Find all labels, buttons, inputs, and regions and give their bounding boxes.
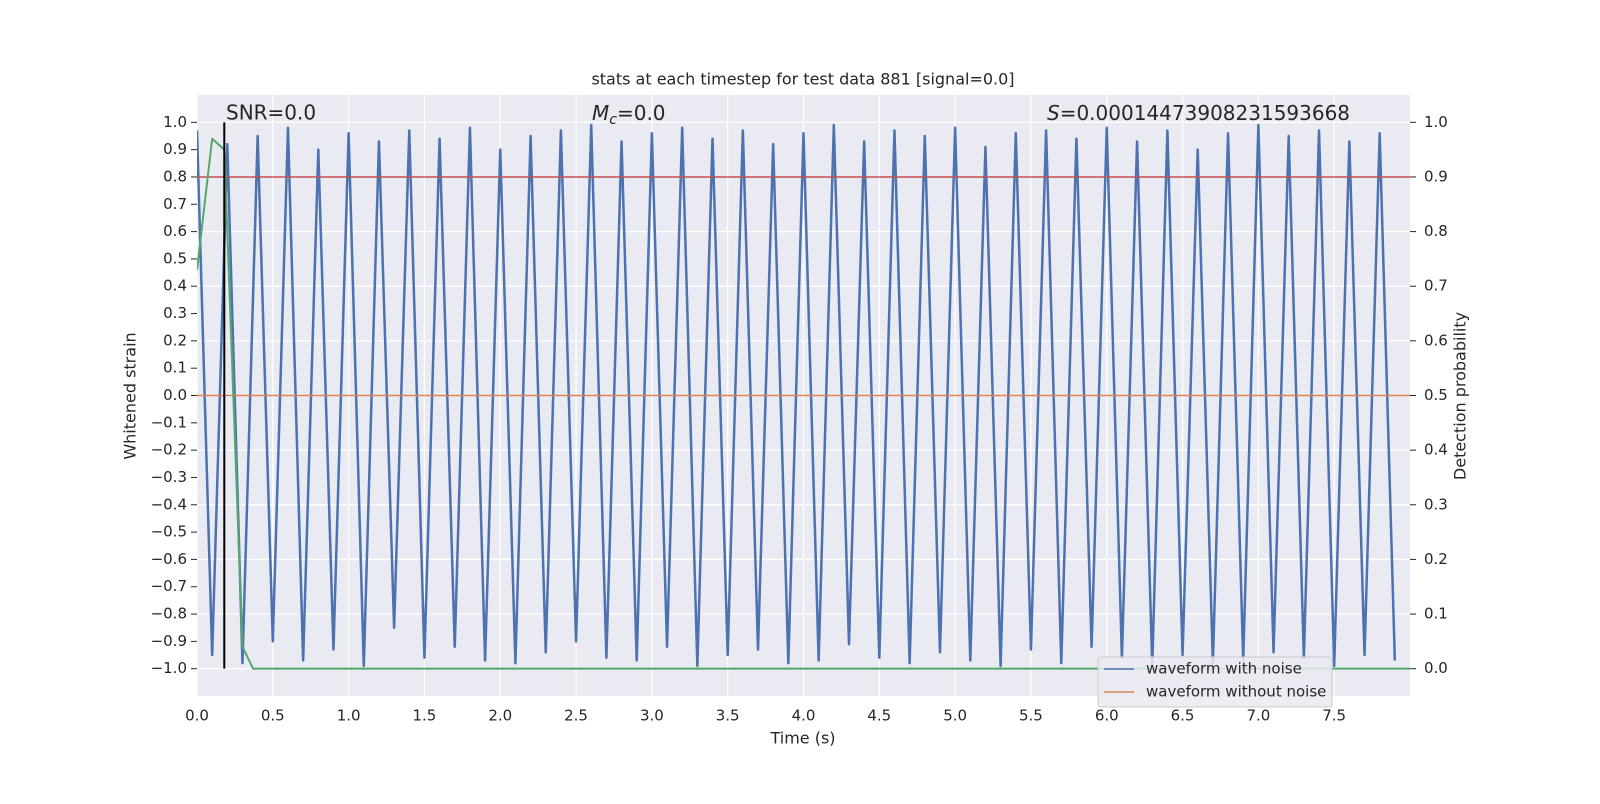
y-tick-label: −0.6 bbox=[151, 550, 187, 568]
x-tick-label: 4.0 bbox=[792, 707, 816, 725]
y-tick-label: 0.4 bbox=[163, 277, 187, 295]
y2-tick-label: 0.7 bbox=[1424, 277, 1448, 295]
y2-tick-label: 0.4 bbox=[1424, 441, 1448, 459]
x-tick-label: 3.5 bbox=[716, 707, 740, 725]
x-axis-label: Time (s) bbox=[769, 729, 835, 748]
y2-tick-label: 0.1 bbox=[1424, 605, 1448, 623]
annotation-symbol: S bbox=[1047, 101, 1060, 125]
y2-tick-label: 1.0 bbox=[1424, 113, 1448, 131]
y-tick-label: −0.1 bbox=[151, 413, 187, 431]
y2-tick-label: 0.3 bbox=[1424, 495, 1448, 513]
y-tick-label: 0.7 bbox=[163, 195, 187, 213]
y2-tick-label: 0.8 bbox=[1424, 222, 1448, 240]
y-tick-label: 0.6 bbox=[163, 222, 187, 240]
annotation-subscript: c bbox=[609, 112, 617, 128]
y2-tick-label: 0.6 bbox=[1424, 331, 1448, 349]
x-tick-label: 1.0 bbox=[337, 707, 361, 725]
y-tick-label: 0.1 bbox=[163, 359, 187, 377]
x-tick-label: 6.0 bbox=[1095, 707, 1119, 725]
y-tick-label: 0.8 bbox=[163, 167, 187, 185]
annotation-symbol: M bbox=[592, 101, 609, 125]
y-tick-label: 0.9 bbox=[163, 140, 187, 158]
annotation-text: =0.0 bbox=[617, 101, 666, 125]
y-tick-label: 0.5 bbox=[163, 249, 187, 267]
x-tick-label: 1.5 bbox=[413, 707, 437, 725]
annotation: S=0.00014473908231593668 bbox=[1047, 101, 1350, 125]
x-tick-label: 3.0 bbox=[640, 707, 664, 725]
y-tick-label: 0.3 bbox=[163, 304, 187, 322]
x-tick-label: 6.5 bbox=[1171, 707, 1195, 725]
legend-box bbox=[1097, 656, 1333, 708]
y-axis-label: Whitened strain bbox=[121, 332, 140, 459]
annotation-text: =0.00014473908231593668 bbox=[1060, 101, 1350, 125]
y-tick-label: −0.3 bbox=[151, 468, 187, 486]
series-line bbox=[197, 123, 1397, 668]
annotation: SNR=0.0 bbox=[226, 101, 316, 125]
x-tick-label: 7.0 bbox=[1246, 707, 1270, 725]
y2-tick-label: 0.0 bbox=[1424, 659, 1448, 677]
annotation: Mc=0.0 bbox=[592, 101, 666, 129]
y-tick-label: −0.2 bbox=[151, 441, 187, 459]
x-tick-label: 5.0 bbox=[943, 707, 967, 725]
x-tick-label: 4.5 bbox=[867, 707, 891, 725]
y2-tick-label: 0.5 bbox=[1424, 386, 1448, 404]
legend-label: waveform without noise bbox=[1146, 683, 1326, 701]
plot-area bbox=[197, 122, 1410, 670]
y-tick-label: 0.0 bbox=[163, 386, 187, 404]
y-tick-label: −0.8 bbox=[151, 605, 187, 623]
x-tick-label: 7.5 bbox=[1322, 707, 1346, 725]
y-tick-label: −0.7 bbox=[151, 577, 187, 595]
y2-tick-label: 0.2 bbox=[1424, 550, 1448, 568]
chart-title: stats at each timestep for test data 881… bbox=[591, 70, 1014, 89]
x-tick-label: 0.0 bbox=[185, 707, 209, 725]
y-tick-label: 1.0 bbox=[163, 113, 187, 131]
y-tick-label: −0.4 bbox=[151, 495, 187, 513]
y-tick-label: 0.2 bbox=[163, 331, 187, 349]
legend-label: waveform with noise bbox=[1146, 660, 1302, 678]
x-tick-label: 2.5 bbox=[564, 707, 588, 725]
y2-axis-label: Detection probability bbox=[1451, 312, 1470, 480]
x-tick-label: 0.5 bbox=[261, 707, 285, 725]
y-tick-label: −0.9 bbox=[151, 632, 187, 650]
x-tick-label: 5.5 bbox=[1019, 707, 1043, 725]
y2-tick-label: 0.9 bbox=[1424, 167, 1448, 185]
x-tick-label: 2.0 bbox=[488, 707, 512, 725]
y-tick-label: −0.5 bbox=[151, 523, 187, 541]
probability-line bbox=[197, 137, 1410, 670]
y-tick-label: −1.0 bbox=[151, 659, 187, 677]
